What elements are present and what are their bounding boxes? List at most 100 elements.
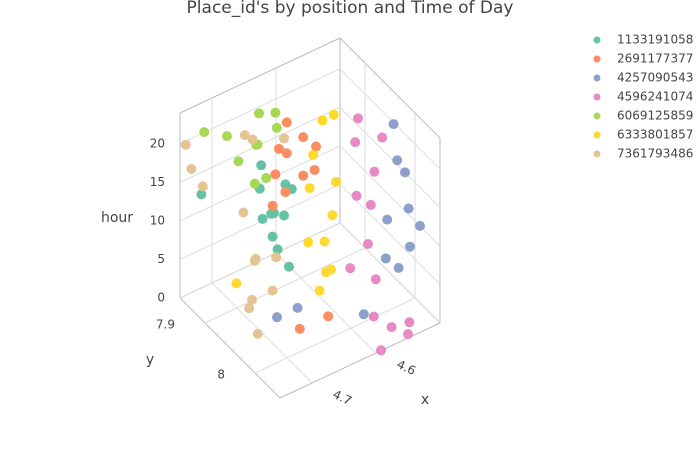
point — [281, 148, 292, 159]
point — [370, 274, 381, 285]
grid-line — [204, 247, 366, 324]
point — [279, 133, 289, 144]
point — [351, 190, 362, 201]
point — [353, 113, 363, 124]
point — [369, 166, 380, 177]
y-tick-label: 8 — [217, 368, 225, 382]
z-tick-label: 15 — [150, 175, 165, 189]
point — [252, 328, 263, 339]
grid-line — [339, 222, 441, 324]
point — [368, 311, 379, 322]
point — [233, 156, 244, 167]
point — [323, 311, 334, 322]
point — [247, 294, 257, 305]
point — [377, 132, 388, 143]
x-axis-title: x — [421, 392, 429, 408]
point — [266, 208, 277, 219]
point — [267, 285, 278, 296]
axis-edge — [179, 297, 281, 399]
legend-label: 7361793486 — [617, 147, 693, 161]
point — [304, 183, 315, 194]
point — [199, 127, 210, 138]
legend-marker — [593, 150, 601, 158]
chart-title: Place_id's by position and Time of Day — [187, 0, 514, 18]
point — [350, 137, 361, 148]
z-tick-label: 5 — [157, 252, 165, 266]
point — [267, 200, 278, 211]
point — [403, 203, 414, 214]
point — [317, 115, 328, 126]
point — [239, 130, 250, 141]
point — [405, 241, 415, 252]
legend-marker — [593, 36, 601, 44]
legend-marker — [593, 74, 601, 82]
point — [365, 199, 376, 210]
point — [270, 169, 281, 180]
point — [358, 309, 369, 320]
z-axis-title: hour — [101, 210, 133, 226]
point — [274, 143, 284, 154]
point — [261, 172, 272, 183]
point — [257, 213, 268, 224]
y-tick-label: 7.9 — [156, 318, 175, 332]
point — [250, 253, 261, 264]
y-axis-title: y — [146, 352, 154, 368]
axis-edge — [179, 37, 341, 114]
x-tick-label: 4.6 — [395, 357, 418, 378]
z-tick-label: 0 — [157, 291, 165, 305]
legend-marker — [593, 112, 601, 120]
point — [272, 244, 283, 255]
point — [327, 210, 338, 221]
point — [404, 317, 415, 328]
legend-label: 6333801857 — [617, 128, 693, 142]
legend-marker — [593, 93, 601, 101]
legend-marker — [593, 131, 601, 139]
point — [270, 107, 281, 118]
x-tick-label: 4.7 — [331, 387, 354, 408]
point — [345, 263, 356, 274]
point — [376, 345, 386, 356]
point — [298, 132, 309, 143]
grid-line — [339, 184, 441, 285]
axis-edge — [279, 322, 441, 399]
point — [231, 278, 242, 289]
point — [271, 252, 282, 263]
point — [328, 109, 339, 120]
point — [279, 210, 289, 221]
point — [380, 253, 391, 264]
legend-label: 1133191058 — [617, 33, 693, 47]
point — [382, 214, 393, 225]
z-tick-label: 10 — [150, 213, 165, 227]
legend-label: 4257090543 — [617, 71, 693, 85]
point — [319, 236, 330, 247]
point — [303, 237, 314, 248]
point — [392, 155, 403, 166]
point — [196, 189, 207, 200]
legend-label: 6069125859 — [617, 109, 693, 123]
point — [314, 285, 325, 296]
point — [311, 141, 321, 152]
grid-line — [339, 68, 441, 170]
point — [321, 267, 331, 278]
point — [186, 163, 197, 174]
point — [308, 149, 319, 160]
point — [388, 119, 399, 130]
point — [271, 122, 282, 133]
point — [222, 131, 232, 142]
point — [386, 322, 397, 333]
z-tick-label: 20 — [150, 136, 165, 150]
point — [180, 139, 191, 150]
point — [363, 239, 373, 250]
point — [400, 167, 410, 178]
point — [256, 160, 267, 171]
point — [244, 303, 255, 314]
legend-marker — [593, 55, 601, 63]
point — [294, 323, 305, 334]
legend-label: 2691177377 — [617, 52, 693, 66]
point — [249, 178, 260, 189]
axis-edge — [339, 37, 441, 139]
point — [267, 231, 278, 242]
point — [415, 220, 425, 231]
point — [197, 181, 208, 192]
